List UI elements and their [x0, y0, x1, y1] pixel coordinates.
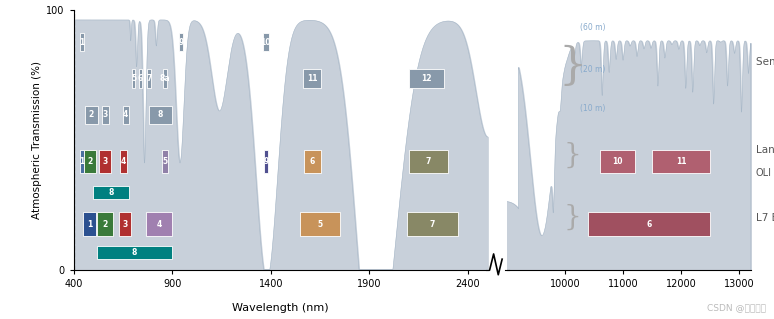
- Text: Landsat 8: Landsat 8: [755, 145, 774, 155]
- Text: }: }: [559, 45, 587, 88]
- Bar: [409, 150, 448, 173]
- Bar: [409, 69, 444, 88]
- Text: 6: 6: [138, 74, 143, 83]
- Bar: [139, 69, 142, 88]
- Text: 10: 10: [612, 157, 622, 166]
- Bar: [84, 150, 96, 173]
- Bar: [263, 33, 269, 51]
- Bar: [652, 150, 711, 173]
- Text: 9: 9: [178, 38, 183, 47]
- Text: 8: 8: [132, 248, 137, 257]
- Bar: [588, 212, 711, 236]
- Text: 6: 6: [310, 157, 315, 166]
- Text: OLI: OLI: [755, 168, 772, 178]
- Bar: [98, 246, 172, 259]
- Bar: [179, 33, 183, 51]
- Text: 2: 2: [102, 219, 108, 228]
- Bar: [93, 186, 129, 199]
- Text: 12: 12: [421, 74, 432, 83]
- Bar: [85, 106, 98, 124]
- Text: 8a: 8a: [160, 74, 170, 83]
- Text: 3: 3: [102, 157, 108, 166]
- Text: Sentinel-2 MSI: Sentinel-2 MSI: [755, 56, 774, 67]
- Bar: [147, 69, 151, 88]
- Text: 1: 1: [80, 157, 84, 166]
- Bar: [80, 150, 84, 173]
- Text: }: }: [564, 142, 582, 169]
- Bar: [149, 106, 172, 124]
- Bar: [100, 150, 111, 173]
- Bar: [300, 212, 340, 236]
- Text: 4: 4: [123, 110, 128, 119]
- Text: 4: 4: [122, 157, 126, 166]
- Bar: [98, 212, 113, 236]
- Bar: [120, 150, 128, 173]
- Text: 3: 3: [102, 110, 108, 119]
- Bar: [132, 69, 135, 88]
- Bar: [84, 212, 97, 236]
- Bar: [123, 106, 128, 124]
- Bar: [163, 150, 168, 173]
- Text: 7: 7: [430, 219, 435, 228]
- Text: L7 ETM+: L7 ETM+: [755, 212, 774, 223]
- Text: 7: 7: [426, 157, 431, 166]
- Text: 1: 1: [80, 38, 84, 47]
- Text: }: }: [564, 204, 582, 231]
- Text: 10: 10: [261, 38, 271, 47]
- Y-axis label: Atmospheric Transmission (%): Atmospheric Transmission (%): [32, 61, 42, 219]
- Text: CSDN @此星光明: CSDN @此星光明: [707, 304, 766, 313]
- Bar: [119, 212, 131, 236]
- Bar: [163, 69, 167, 88]
- Text: Wavelength (nm): Wavelength (nm): [232, 303, 329, 313]
- Text: 5: 5: [317, 219, 323, 228]
- Text: 9: 9: [263, 157, 269, 166]
- Bar: [303, 69, 321, 88]
- Text: 5: 5: [163, 157, 168, 166]
- Bar: [101, 106, 108, 124]
- Text: 6: 6: [646, 219, 652, 228]
- Text: 1: 1: [87, 219, 93, 228]
- Text: 11: 11: [307, 74, 317, 83]
- Text: 7: 7: [146, 74, 152, 83]
- Text: (10 m): (10 m): [580, 104, 605, 113]
- Text: 2: 2: [89, 110, 94, 119]
- Text: (20 m): (20 m): [580, 65, 605, 74]
- Text: 8: 8: [158, 110, 163, 119]
- Text: 8: 8: [108, 188, 114, 197]
- Text: (60 m): (60 m): [580, 23, 605, 32]
- Bar: [600, 150, 635, 173]
- Text: 5: 5: [131, 74, 136, 83]
- Text: 11: 11: [676, 157, 687, 166]
- Bar: [407, 212, 458, 236]
- Text: 2: 2: [87, 157, 93, 166]
- Bar: [146, 212, 172, 236]
- Text: 4: 4: [156, 219, 162, 228]
- Bar: [303, 150, 320, 173]
- Text: 3: 3: [122, 219, 128, 228]
- Bar: [264, 150, 268, 173]
- Bar: [80, 33, 84, 51]
